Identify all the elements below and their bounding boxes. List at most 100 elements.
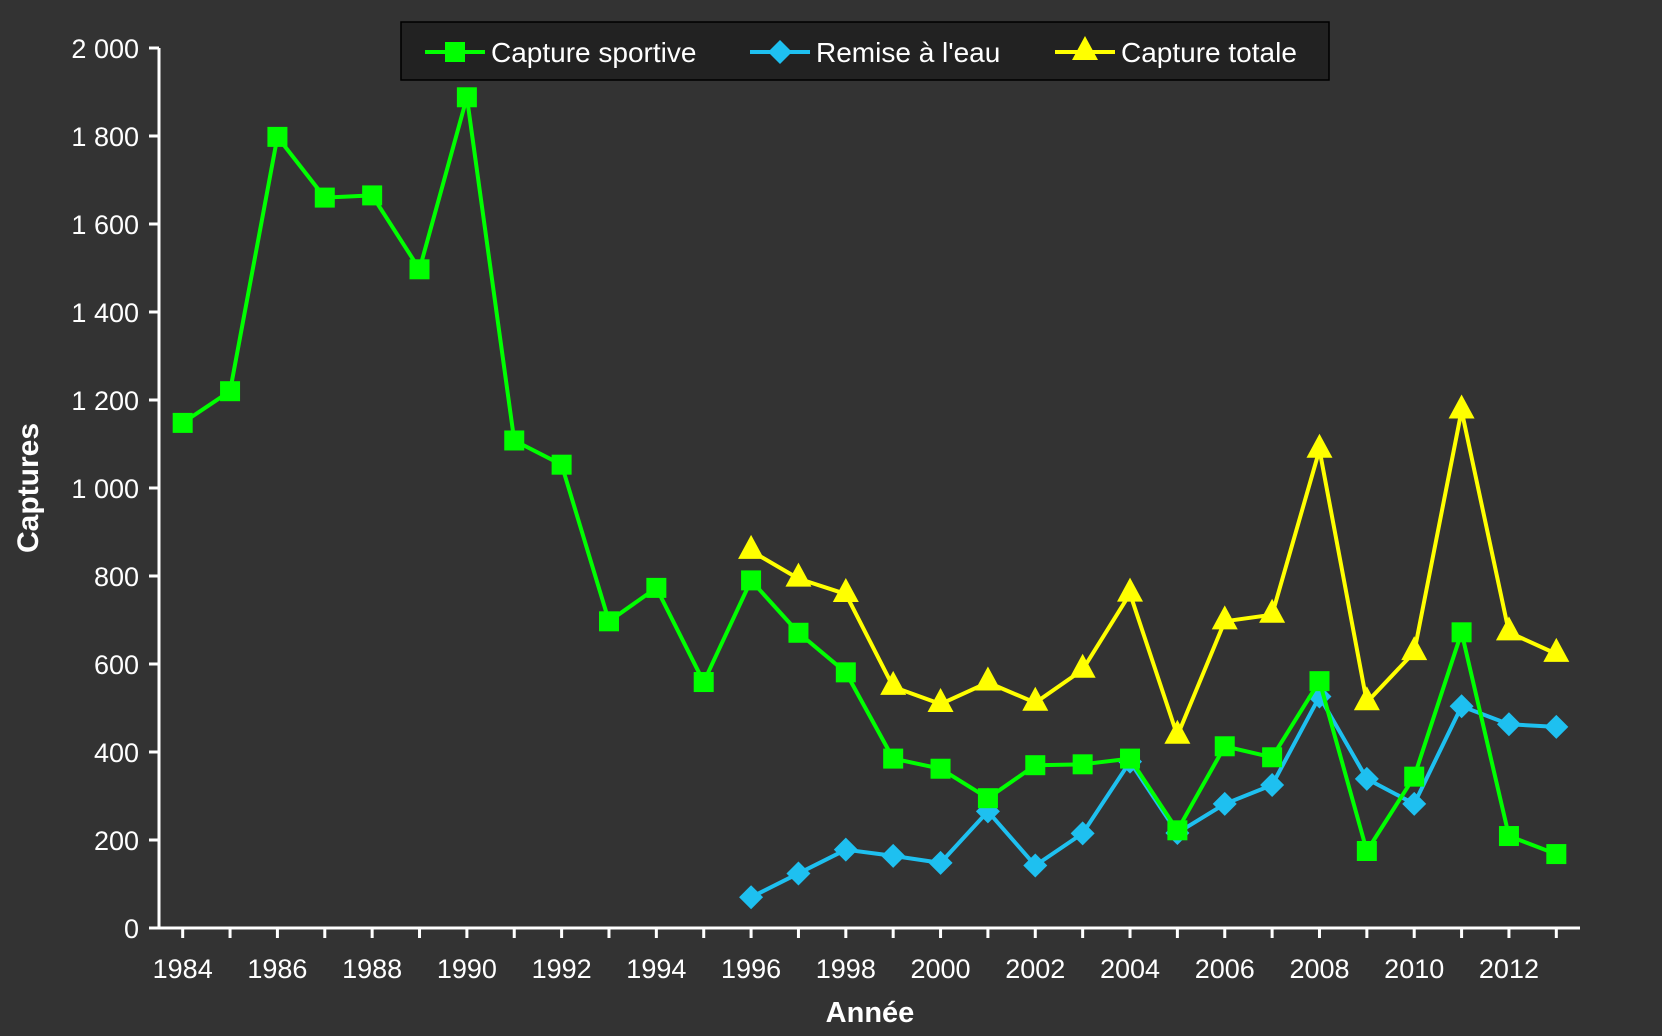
data-point [1401, 636, 1428, 661]
y-tick-label: 0 [124, 914, 139, 944]
legend-swatch-marker [1072, 36, 1098, 60]
y-tick-label: 200 [94, 826, 139, 856]
y-tick-label: 1 400 [71, 298, 139, 328]
legend: Capture sportive Remise à l'eau Capture to… [400, 21, 1330, 81]
data-point [456, 87, 477, 108]
data-point [832, 578, 859, 603]
data-point [1353, 686, 1380, 711]
x-tick-label: 1984 [153, 954, 213, 984]
legend-label: Capture totale [1121, 37, 1297, 68]
data-point [1025, 755, 1046, 776]
data-point [1451, 622, 1472, 643]
y-tick-label: 1 000 [71, 474, 139, 504]
data-point [409, 259, 430, 280]
y-tick-label: 800 [94, 562, 139, 592]
data-point [833, 837, 858, 862]
data-point [930, 758, 951, 779]
series-layer [172, 87, 1570, 910]
data-point [646, 577, 667, 598]
data-point [788, 622, 809, 643]
y-tick-label: 1 600 [71, 210, 139, 240]
data-point [314, 187, 335, 208]
data-point [1544, 714, 1569, 739]
data-point [551, 454, 572, 475]
data-point [1167, 820, 1188, 841]
data-point [693, 672, 714, 693]
y-tick-label: 2 000 [71, 34, 139, 64]
data-point [1356, 841, 1377, 861]
x-tick-label: 1988 [342, 954, 402, 984]
data-point [881, 843, 906, 868]
data-point [1259, 598, 1286, 623]
data-point [1120, 748, 1141, 769]
data-point [785, 562, 812, 587]
data-point [928, 850, 953, 875]
data-point [1498, 826, 1519, 847]
data-point [1543, 637, 1570, 662]
x-axis-title: Année [826, 997, 915, 1029]
data-point [1214, 736, 1235, 757]
x-tick-label: 2004 [1100, 954, 1160, 984]
x-tick-label: 2010 [1384, 954, 1444, 984]
data-point [267, 126, 288, 147]
data-point [362, 185, 383, 206]
data-point [1117, 577, 1144, 602]
data-point [1449, 694, 1474, 719]
data-point [504, 430, 525, 451]
x-tick-label: 1996 [721, 954, 781, 984]
data-point [1211, 605, 1238, 630]
x-tick-label: 1986 [247, 954, 307, 984]
data-point [1070, 821, 1095, 846]
y-ticks: 0 200 400 600 800 1 000 1 200 1 400 1 600 1 800 2 … [71, 34, 159, 944]
legend-label: Remise à l'eau [816, 37, 1000, 68]
data-point [1260, 773, 1285, 797]
legend-label: Capture sportive [491, 37, 696, 68]
series-line [750, 408, 1558, 738]
x-tick-label: 2002 [1005, 954, 1065, 984]
y-tick-label: 400 [94, 738, 139, 768]
legend-swatch-marker [445, 42, 465, 62]
data-point [1354, 766, 1379, 791]
x-tick-label: 1990 [437, 954, 497, 984]
x-tick-label: 1998 [816, 954, 876, 984]
y-tick-label: 600 [94, 650, 139, 680]
series-0 [172, 87, 1567, 865]
data-point [1448, 394, 1475, 419]
data-point [598, 611, 619, 632]
data-point [974, 666, 1001, 691]
y-tick-label: 1 200 [71, 386, 139, 416]
data-point [1402, 791, 1427, 816]
data-point [1212, 791, 1237, 816]
data-point [1072, 754, 1093, 775]
data-point [927, 688, 954, 713]
data-point [880, 670, 907, 695]
y-axis-title: Captures [12, 423, 45, 553]
data-point [1309, 671, 1330, 692]
data-point [1306, 433, 1333, 458]
data-point [172, 412, 193, 433]
data-point [741, 570, 762, 591]
data-point [1262, 747, 1283, 768]
x-tick-label: 2012 [1479, 954, 1539, 984]
y-tick-label: 1 800 [71, 122, 139, 152]
data-point [220, 381, 241, 402]
series-line [181, 95, 1558, 856]
x-tick-label: 2000 [911, 954, 971, 984]
data-point [1404, 766, 1425, 787]
data-point [1022, 686, 1049, 711]
x-tick-label: 2008 [1289, 954, 1349, 984]
data-point [1546, 844, 1567, 865]
data-point [786, 861, 811, 886]
data-point [835, 662, 856, 683]
legend-swatch-marker [768, 40, 792, 64]
data-point [1023, 853, 1048, 878]
data-point [1069, 653, 1096, 678]
data-point [977, 788, 998, 809]
data-point [1495, 616, 1522, 641]
x-tick-label: 1992 [532, 954, 592, 984]
data-point [883, 748, 904, 769]
series-2 [738, 394, 1570, 744]
data-point [1496, 712, 1521, 737]
